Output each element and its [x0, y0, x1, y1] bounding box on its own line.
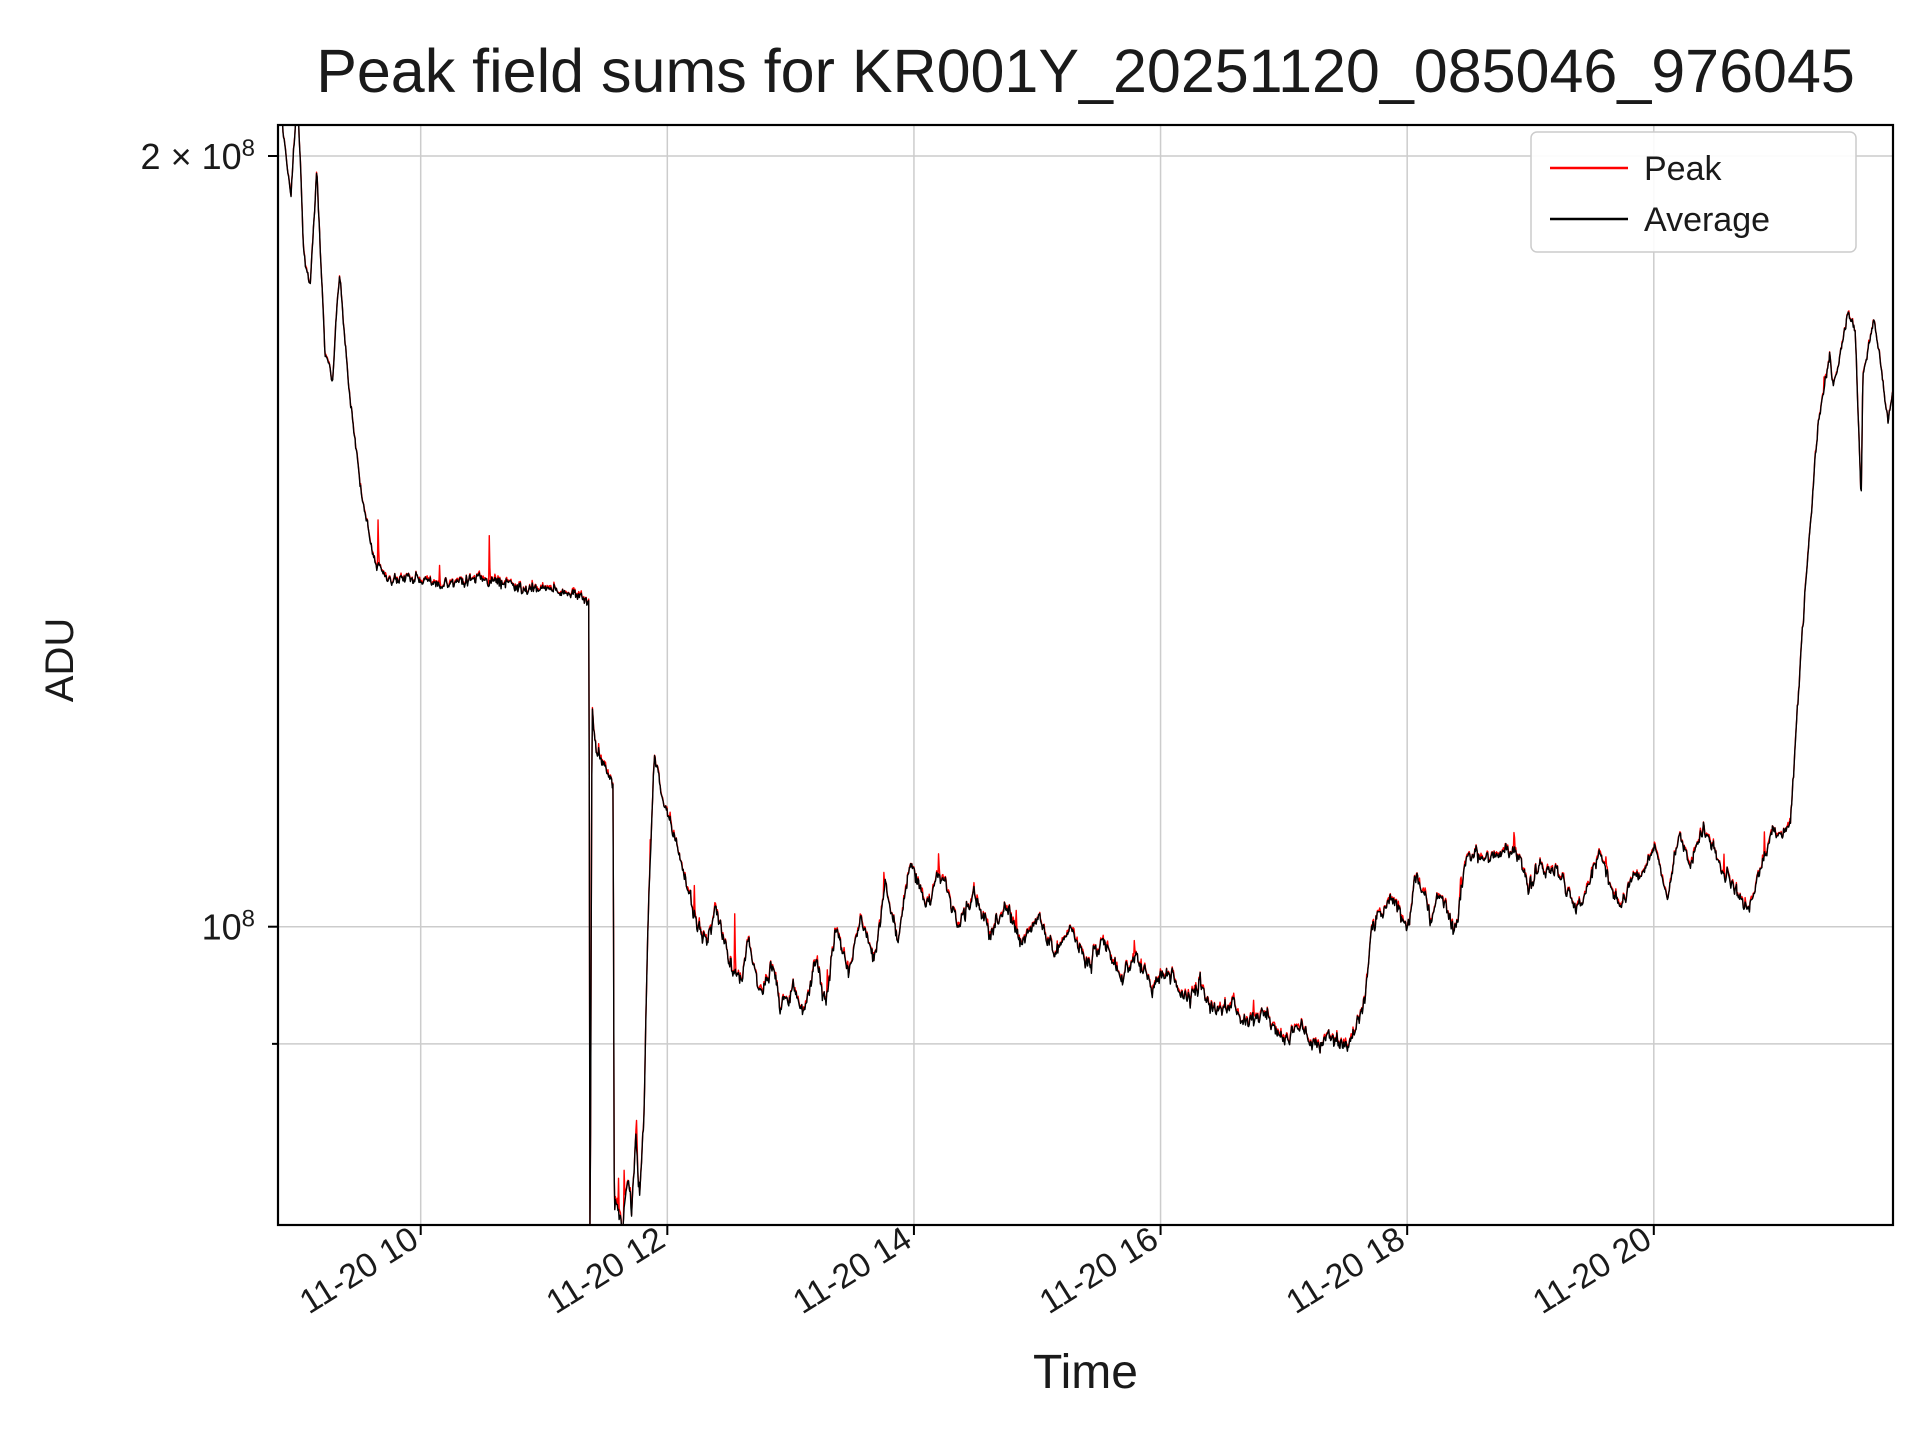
- svg-text:11-20 20: 11-20 20: [1526, 1220, 1658, 1322]
- svg-text:11-20 14: 11-20 14: [786, 1220, 918, 1322]
- svg-text:11-20 18: 11-20 18: [1280, 1220, 1412, 1322]
- svg-text:Peak: Peak: [1644, 150, 1722, 188]
- svg-text:11-20 12: 11-20 12: [540, 1220, 672, 1322]
- svg-text:108: 108: [202, 905, 255, 948]
- svg-text:Average: Average: [1644, 201, 1770, 239]
- svg-text:11-20 10: 11-20 10: [293, 1220, 425, 1322]
- svg-text:2 × 108: 2 × 108: [141, 135, 255, 178]
- svg-text:11-20 16: 11-20 16: [1033, 1220, 1165, 1322]
